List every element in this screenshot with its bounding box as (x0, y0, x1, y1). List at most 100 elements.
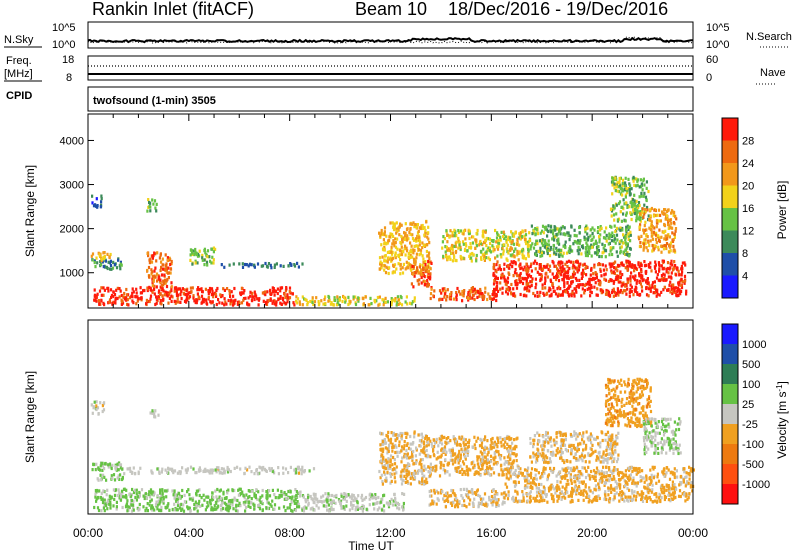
power-cell (397, 226, 400, 230)
power-cell (427, 263, 430, 267)
velocity-cell (214, 468, 217, 472)
power-cell (381, 255, 384, 259)
velocity-cell (175, 497, 178, 502)
power-cell (628, 190, 631, 194)
power-cell (577, 283, 580, 287)
velocity-cell (269, 503, 272, 507)
power-cell (523, 265, 526, 269)
velocity-cell (447, 461, 451, 465)
power-cell (498, 266, 501, 270)
power-cell (240, 286, 243, 290)
power-cell (117, 258, 120, 262)
power-cell (660, 235, 663, 239)
velocity-cell (258, 498, 261, 502)
power-cell (383, 233, 386, 237)
velocity-cell (218, 495, 221, 499)
power-cell (100, 197, 103, 201)
power-cell (514, 247, 517, 251)
power-cell (670, 285, 673, 289)
power-cell (625, 213, 628, 217)
power-cell (304, 297, 307, 302)
velocity-cell (496, 436, 499, 440)
power-cell (566, 265, 569, 269)
velocity-cell (502, 443, 505, 447)
power-cell (266, 299, 269, 303)
power-cell (475, 244, 478, 248)
power-cell (471, 293, 474, 297)
power-cell (282, 298, 285, 302)
power-cell (269, 288, 272, 292)
velocity-cell (428, 471, 432, 475)
velocity-cell (368, 503, 371, 507)
velocity-cell (404, 480, 407, 484)
power-cell (232, 262, 235, 266)
power-cell (618, 179, 621, 183)
power-cell (296, 301, 299, 305)
velocity-cell (420, 432, 423, 436)
velocity-cell (356, 500, 359, 504)
power-cell (541, 286, 544, 290)
power-cell (556, 267, 559, 271)
velocity-cell (453, 498, 457, 502)
power-cell (380, 228, 383, 233)
velocity-cell (382, 447, 385, 451)
power-cell (616, 254, 619, 258)
power-cell (651, 283, 654, 287)
power-cell (527, 268, 530, 272)
velocity-cell (178, 470, 181, 474)
power-cell (410, 250, 413, 254)
power-cell (100, 200, 103, 204)
velocity-cell (501, 437, 504, 442)
power-cell (652, 214, 655, 218)
power-cell (614, 189, 617, 193)
power-cell (544, 239, 547, 243)
power-cell (482, 241, 486, 245)
power-cell (615, 250, 618, 254)
power-cell (152, 278, 155, 282)
velocity-cell (403, 440, 406, 444)
velocity-cell (351, 506, 354, 511)
velocity-cell (382, 442, 385, 446)
power-cell (475, 238, 478, 242)
power-cell (385, 265, 388, 269)
power-cell (624, 181, 627, 185)
power-cell (148, 275, 151, 279)
velocity-cell (492, 462, 495, 466)
power-cell (646, 282, 649, 286)
power-cell (396, 300, 399, 304)
power-cell (386, 300, 389, 304)
power-cell (567, 276, 570, 281)
power-cell (638, 272, 641, 276)
power-cell (554, 235, 557, 239)
power-cell (666, 266, 669, 271)
power-cell (464, 228, 467, 232)
power-cell (557, 237, 560, 241)
power-cell (230, 298, 233, 302)
velocity-cell (175, 499, 178, 503)
power-cell (644, 210, 647, 214)
power-cell (620, 261, 624, 265)
power-cell (155, 285, 158, 289)
power-cell (670, 287, 673, 291)
power-cell (524, 268, 527, 272)
power-cell (626, 242, 629, 246)
power-cell (536, 232, 539, 236)
power-cell (539, 231, 542, 235)
velocity-cell (394, 503, 397, 507)
velocity-cell (216, 498, 219, 502)
power-cell (586, 254, 589, 258)
power-cell (519, 292, 522, 297)
power-cell (406, 234, 409, 238)
velocity-cell (485, 458, 488, 462)
power-cell (564, 271, 567, 275)
power-cell (361, 296, 364, 300)
power-cell (411, 250, 414, 254)
power-cell (674, 250, 677, 254)
power-cell (205, 301, 208, 305)
power-cell (94, 265, 97, 269)
power-cell (666, 261, 670, 265)
power-cell (206, 255, 209, 259)
power-cell (410, 302, 413, 306)
power-cell (96, 261, 99, 265)
power-cell (672, 283, 675, 287)
